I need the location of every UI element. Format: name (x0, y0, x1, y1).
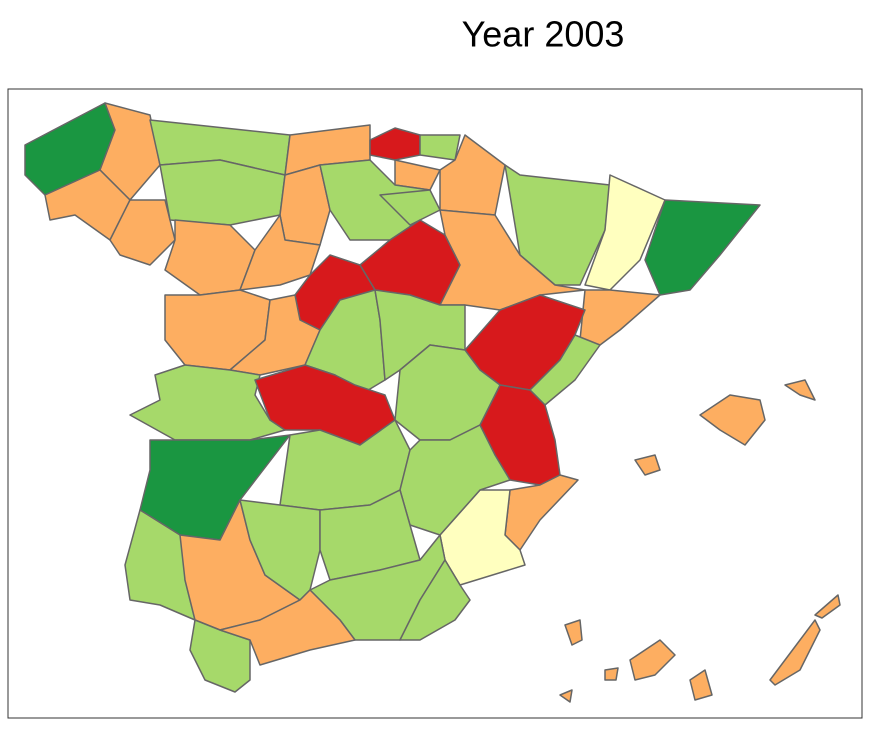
region (504, 474, 579, 551)
region (579, 289, 661, 346)
map-title: Year 2003 (462, 14, 625, 55)
region (394, 344, 501, 441)
island (784, 379, 816, 401)
island (559, 689, 573, 703)
island (814, 594, 841, 619)
island (634, 454, 661, 476)
island (629, 639, 676, 681)
island (564, 619, 583, 646)
island (699, 394, 766, 446)
region (129, 364, 286, 441)
region (219, 589, 356, 666)
island (769, 619, 821, 686)
region (369, 127, 421, 161)
region (644, 199, 761, 296)
region (419, 134, 461, 161)
map-frame (7, 88, 863, 719)
region (399, 559, 471, 641)
island (689, 669, 713, 701)
island (604, 667, 619, 681)
region (164, 219, 256, 296)
region (239, 214, 321, 291)
regions (24, 102, 841, 703)
region (439, 209, 586, 311)
